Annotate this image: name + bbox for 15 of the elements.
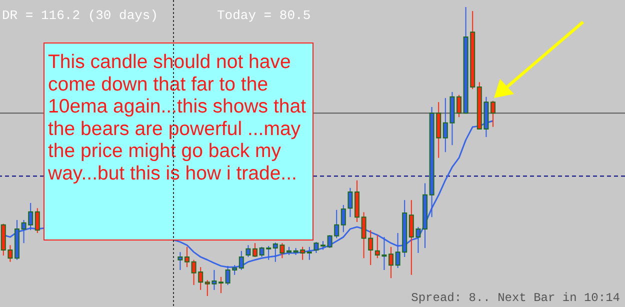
candlestick <box>184 246 190 268</box>
candlestick <box>246 244 251 258</box>
candlestick <box>340 204 346 233</box>
candlestick <box>34 208 40 234</box>
candlestick <box>218 276 224 294</box>
candlestick <box>388 246 394 279</box>
candlestick <box>490 100 496 128</box>
candlestick <box>178 252 183 270</box>
candlestick <box>348 187 353 218</box>
candlestick <box>306 246 312 260</box>
candlestick <box>314 241 319 254</box>
candlestick <box>456 94 462 118</box>
annotation: Spread: 8.. Next Bar in 10:14 <box>411 291 620 305</box>
annotation: This candle should not have come down that far to the 10ema again...this shows that the bears are powerful ...may the price might go back my way...but this is how i trade... <box>47 51 307 184</box>
candlestick <box>252 242 258 258</box>
